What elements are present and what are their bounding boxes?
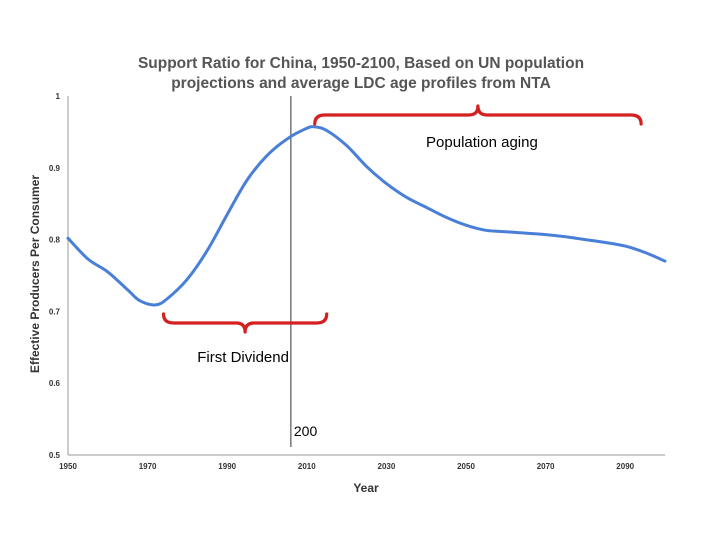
x-tick-label: 2090 xyxy=(616,462,634,471)
y-axis-label: Effective Producers Per Consumer xyxy=(28,175,42,373)
chart-title-line-1: Support Ratio for China, 1950-2100, Base… xyxy=(138,55,584,72)
x-axis-ticks: 1950 1970 1990 2010 2030 2050 2070 2090 xyxy=(59,462,635,471)
x-tick-label: 1990 xyxy=(218,462,236,471)
x-tick-label: 2070 xyxy=(537,462,555,471)
population-aging-annotation: Population aging xyxy=(426,134,538,151)
first-dividend-annotation: First Dividend xyxy=(197,349,289,366)
chart-title-line-2: projections and average LDC age profiles… xyxy=(171,75,551,92)
y-tick-label: 0.7 xyxy=(49,307,61,316)
support-ratio-line xyxy=(66,125,667,307)
first-dividend-brace xyxy=(161,312,329,334)
y-axis-ticks: 0.5 0.6 0.7 0.8 0.9 1 xyxy=(49,92,61,460)
y-tick-label: 1 xyxy=(56,92,61,101)
population-aging-brace xyxy=(313,104,643,126)
y-tick-label: 0.5 xyxy=(49,451,61,460)
x-tick-label: 1970 xyxy=(139,462,157,471)
y-tick-label: 0.9 xyxy=(49,164,61,173)
x-tick-label: 2030 xyxy=(378,462,396,471)
y-tick-label: 0.8 xyxy=(49,236,61,245)
x-tick-label: 2010 xyxy=(298,462,316,471)
x-axis-label: Year xyxy=(353,481,379,495)
x-tick-label: 1950 xyxy=(59,462,77,471)
x-tick-label: 2050 xyxy=(457,462,475,471)
current-year-marker-label: 200 xyxy=(294,423,318,439)
y-tick-label: 0.6 xyxy=(49,379,61,388)
